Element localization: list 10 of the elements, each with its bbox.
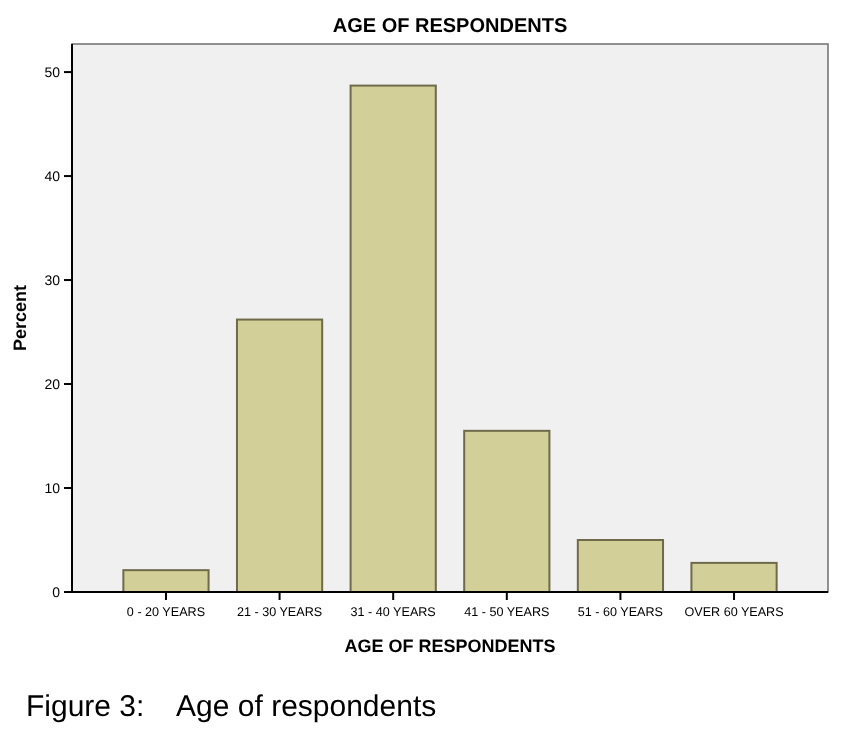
bar: [576, 539, 665, 593]
x-axis-title: AGE OF RESPONDENTS: [344, 636, 556, 656]
y-axis-title: Percent: [10, 284, 30, 352]
bar: [349, 84, 437, 593]
bar: [690, 561, 778, 593]
bar: [122, 569, 210, 593]
caption: Figure 3: Age of respondents: [26, 690, 437, 724]
chart-title: AGE OF RESPONDENTS: [332, 16, 568, 38]
bar: [463, 429, 551, 593]
bar: [235, 318, 324, 593]
